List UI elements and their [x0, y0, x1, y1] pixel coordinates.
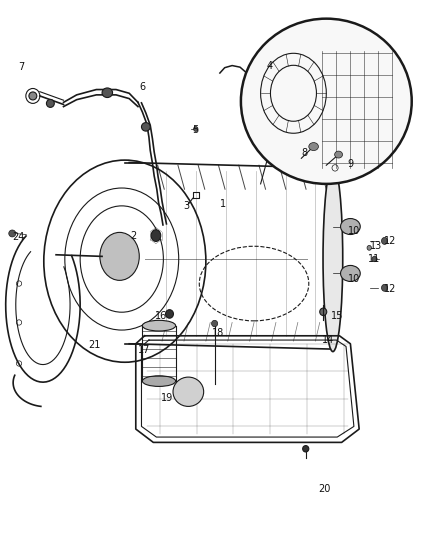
Text: 12: 12 [384, 284, 396, 294]
Text: 20: 20 [318, 484, 330, 494]
Ellipse shape [320, 308, 327, 316]
Ellipse shape [29, 92, 37, 100]
Ellipse shape [341, 265, 360, 281]
Ellipse shape [372, 256, 377, 262]
Text: 10: 10 [348, 274, 360, 284]
Text: 18: 18 [212, 328, 224, 338]
Ellipse shape [212, 320, 218, 327]
Ellipse shape [9, 230, 16, 237]
Ellipse shape [367, 245, 371, 251]
Ellipse shape [100, 232, 139, 280]
Ellipse shape [173, 377, 204, 406]
Ellipse shape [194, 126, 198, 132]
Text: 7: 7 [18, 62, 24, 71]
Text: 8: 8 [301, 148, 307, 158]
Text: 2: 2 [131, 231, 137, 240]
Text: 16: 16 [155, 311, 167, 320]
Ellipse shape [309, 142, 318, 150]
Ellipse shape [166, 310, 173, 318]
Text: 3: 3 [183, 201, 189, 211]
Text: 19: 19 [161, 393, 173, 403]
Text: 14: 14 [322, 335, 335, 344]
Text: 1: 1 [220, 199, 226, 209]
Ellipse shape [241, 19, 412, 184]
Text: 4: 4 [266, 61, 272, 70]
Ellipse shape [335, 151, 343, 158]
Ellipse shape [142, 320, 176, 331]
Ellipse shape [46, 99, 54, 108]
Ellipse shape [142, 376, 176, 386]
Text: 12: 12 [384, 237, 396, 246]
Text: 17: 17 [138, 345, 151, 355]
Ellipse shape [381, 238, 388, 244]
Text: 15: 15 [331, 311, 343, 320]
Text: 5: 5 [192, 125, 198, 134]
Ellipse shape [341, 219, 360, 235]
Text: 13: 13 [370, 241, 382, 251]
Ellipse shape [381, 285, 388, 291]
Text: 21: 21 [88, 340, 100, 350]
Text: 9: 9 [347, 159, 353, 168]
Ellipse shape [323, 165, 343, 352]
Ellipse shape [141, 123, 150, 131]
Text: 6: 6 [139, 83, 145, 92]
Ellipse shape [303, 446, 309, 452]
Text: 24: 24 [13, 232, 25, 242]
Text: 10: 10 [348, 226, 360, 236]
Ellipse shape [151, 230, 161, 241]
Text: 11: 11 [368, 254, 381, 264]
Ellipse shape [102, 88, 113, 98]
